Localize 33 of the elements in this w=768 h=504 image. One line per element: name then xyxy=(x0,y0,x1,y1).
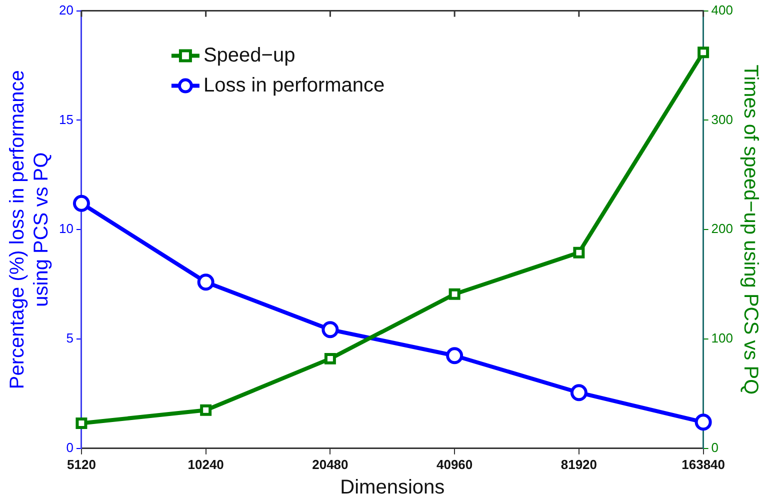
point xyxy=(446,347,464,364)
legend-label: Loss in performance xyxy=(203,74,385,96)
x-tick-label: 163840 xyxy=(682,456,726,472)
point xyxy=(324,352,336,364)
x-tick-label: 20480 xyxy=(312,456,348,472)
point xyxy=(72,194,90,212)
y2-tick-label: 0 xyxy=(711,440,719,455)
y2-tick-label: 300 xyxy=(711,112,734,127)
point xyxy=(448,288,460,300)
y-tick-label: 0 xyxy=(66,440,74,455)
point xyxy=(694,414,712,431)
x-tick-label: 40960 xyxy=(436,456,473,472)
y-tick-label: 5 xyxy=(66,330,74,346)
x-axis-title: Dimensions xyxy=(340,476,445,499)
y-tick-label: 20 xyxy=(58,2,74,18)
legend-label: Speed−up xyxy=(203,44,296,66)
point xyxy=(322,321,339,338)
point xyxy=(570,384,588,402)
x-tick-label: 5120 xyxy=(67,456,96,472)
y-tick-label: 15 xyxy=(58,112,74,127)
point xyxy=(573,246,585,258)
point xyxy=(698,46,710,58)
y2-tick-label: 200 xyxy=(711,221,734,236)
y2-axis-title: Times of speed−up using PCS vs PQ xyxy=(739,64,762,395)
x-tick-label: 10240 xyxy=(188,456,224,472)
x-tick-label: 81920 xyxy=(560,456,598,472)
y-axis-title: Percentage (%) loss in performance using PCS vs PQ xyxy=(6,70,53,390)
y2-tick-label: 100 xyxy=(711,330,734,346)
y-tick-label: 10 xyxy=(58,221,74,236)
point xyxy=(200,404,212,416)
point xyxy=(76,417,88,429)
y2-tick-label: 400 xyxy=(711,2,734,18)
point xyxy=(197,274,214,291)
